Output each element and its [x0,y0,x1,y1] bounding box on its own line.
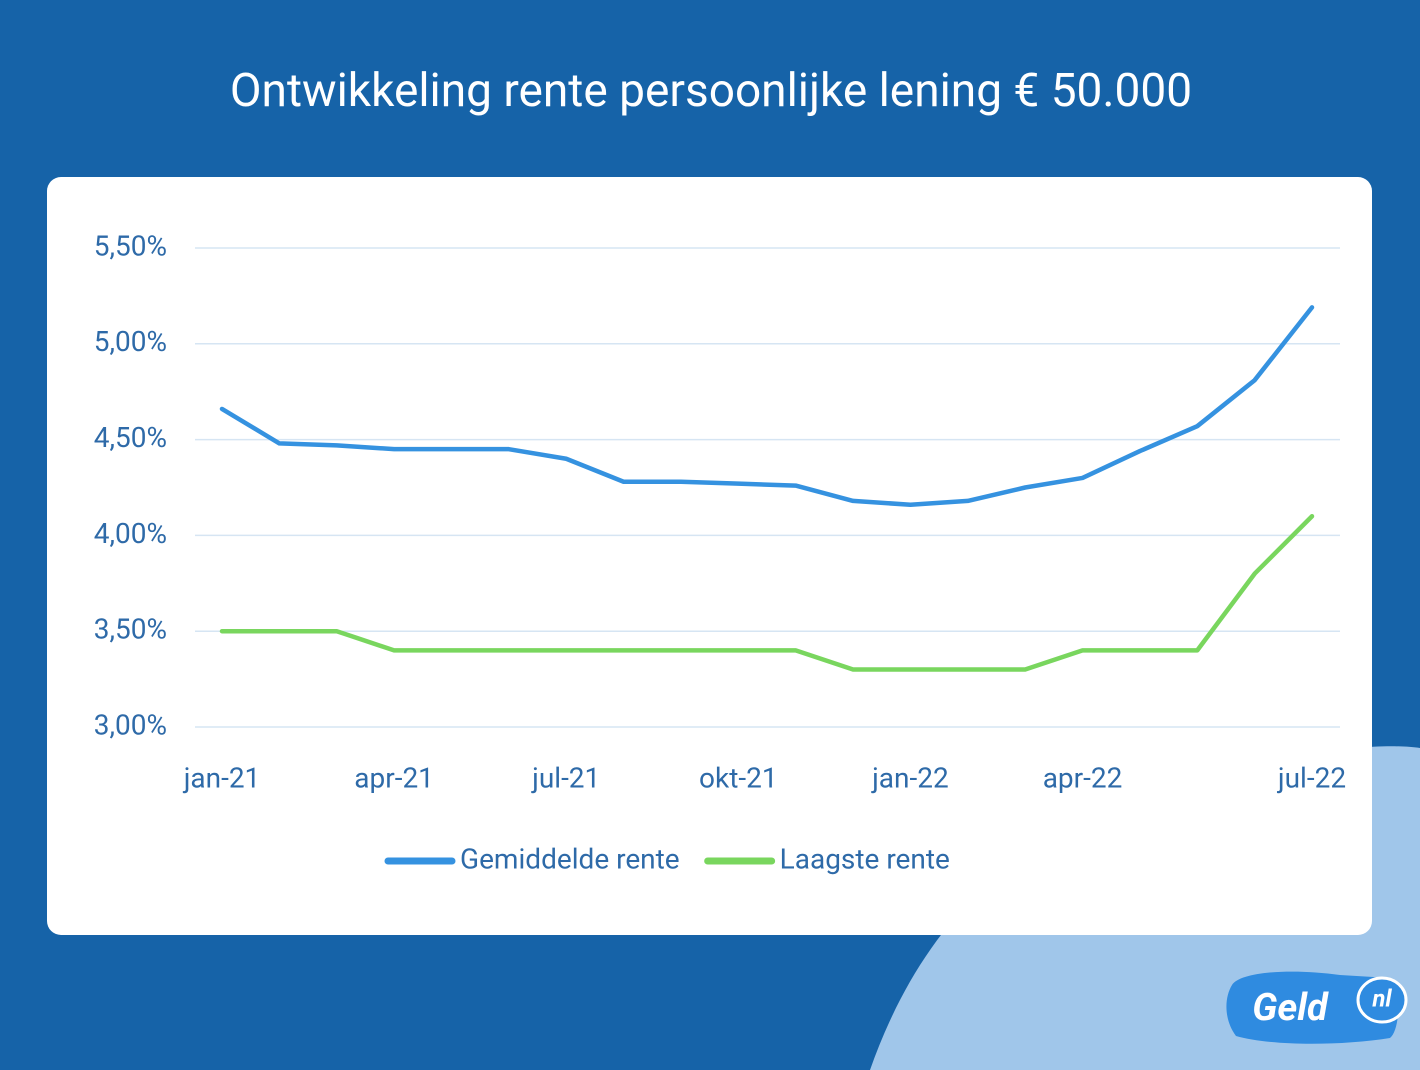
y-tick-label: 5,00% [94,325,167,358]
legend-label: Gemiddelde rente [460,842,680,875]
chart-title: Ontwikkeling rente persoonlijke lening €… [230,64,1192,118]
logo-text: Geld [1252,986,1329,1030]
series-line [219,513,1315,672]
x-tick-label: jan-21 [183,761,261,794]
logo: Geld nl [1226,971,1408,1044]
y-tick-label: 3,00% [94,708,167,741]
y-tick-label: 3,50% [94,613,167,646]
y-tick-label: 5,50% [94,229,167,262]
y-tick-label: 4,50% [94,421,167,454]
logo-badge [1226,971,1399,1044]
x-tick-label: apr-22 [1043,761,1123,794]
x-tick-label: okt-21 [699,761,778,794]
x-tick-label: jul-21 [531,761,600,794]
x-tick-label: jul-22 [1277,761,1346,794]
logo-bubble [1356,976,1408,1024]
logo-suffix: nl [1371,984,1392,1012]
chart-card [47,177,1372,935]
x-tick-label: jan-22 [871,761,949,794]
series-line [219,305,1315,507]
y-tick-label: 4,00% [94,517,167,550]
x-tick-label: apr-21 [354,761,434,794]
legend-label: Laagste rente [780,842,950,875]
